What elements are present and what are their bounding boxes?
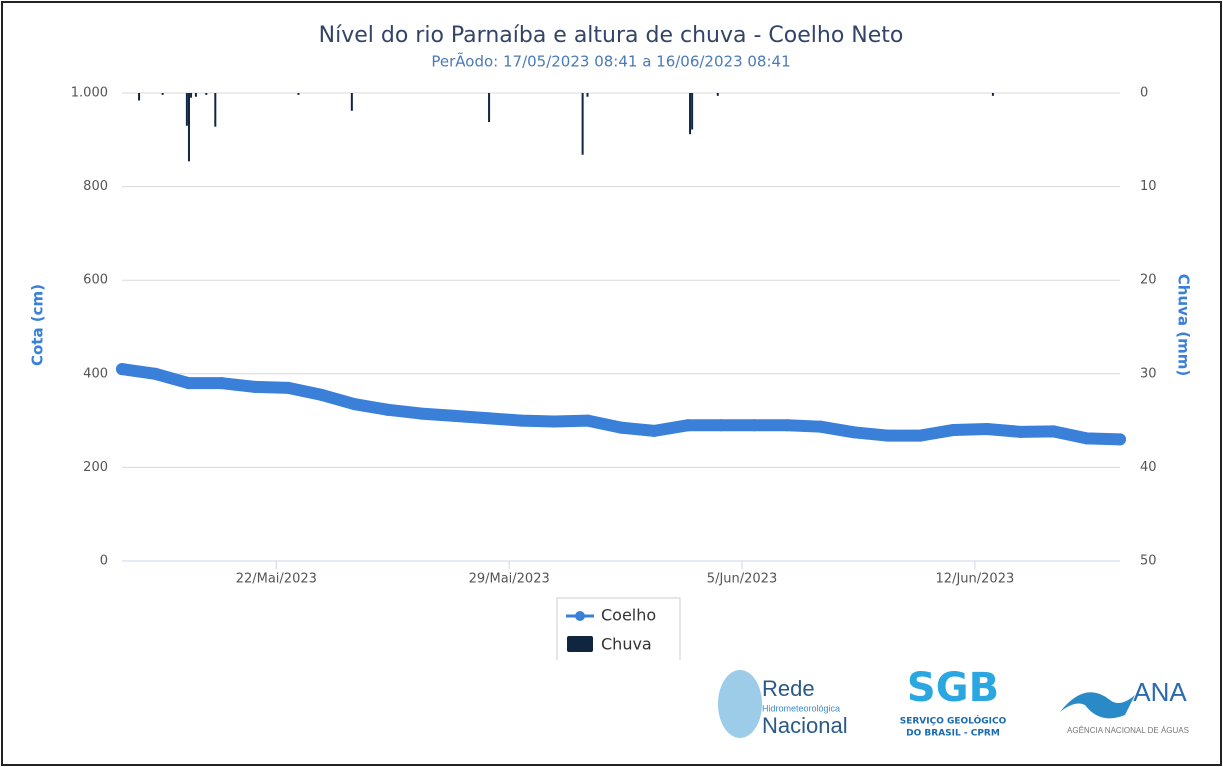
point: [847, 426, 860, 439]
y-tick-label: 600: [83, 273, 108, 288]
point: [481, 412, 494, 425]
logo-text: Hidrometeorológica: [762, 703, 840, 713]
y2-tick-label: 50: [1140, 554, 1157, 569]
point: [980, 423, 993, 436]
y2-tick-label: 30: [1140, 366, 1157, 381]
bar: [185, 93, 188, 126]
logo-text: DO BRASIL - CPRM: [906, 729, 1000, 739]
x-tick-label: 29/Mai/2023: [469, 572, 550, 587]
bar: [716, 93, 719, 96]
point: [615, 421, 627, 434]
y-tick-label: 0: [100, 554, 108, 569]
bar: [581, 93, 584, 155]
bar: [138, 93, 141, 101]
point: [182, 377, 195, 390]
logo-text: Rede: [762, 676, 815, 701]
bar: [691, 93, 694, 130]
logo-icon: [1060, 692, 1135, 719]
point: [315, 388, 328, 401]
point: [382, 403, 395, 416]
bar: [161, 93, 164, 95]
bar: [586, 93, 589, 97]
x-tick-label: 5/Jun/2023: [707, 572, 777, 587]
y2-axis-title: Chuva (mm): [1175, 274, 1193, 376]
point: [249, 380, 262, 393]
y-tick-label: 1.000: [71, 86, 108, 101]
legend: Coelho Chuva: [556, 597, 681, 660]
point: [149, 367, 162, 380]
y2-tick-label: 40: [1140, 460, 1157, 475]
point: [648, 424, 661, 437]
y2-tick-label: 20: [1140, 273, 1157, 288]
point: [714, 419, 727, 432]
logo-text: AGÊNCIA NACIONAL DE ÁGUAS: [1067, 726, 1189, 735]
point: [215, 377, 228, 390]
y-tick-label: 800: [83, 179, 108, 194]
logo-icon: [718, 670, 762, 738]
point: [947, 423, 960, 436]
bar: [991, 93, 994, 96]
bar: [214, 93, 217, 127]
legend-label[interactable]: Chuva: [601, 635, 652, 654]
y2-tick-label: 0: [1140, 86, 1148, 101]
point: [1080, 432, 1093, 445]
chart-title: Nível do rio Parnaíba e altura de chuva …: [319, 23, 904, 48]
logo-text: Nacional: [762, 713, 848, 738]
point: [548, 415, 561, 428]
bar: [488, 93, 491, 123]
point: [448, 409, 461, 422]
point: [1114, 433, 1126, 446]
bar: [194, 93, 197, 97]
x-tick-label: 22/Mai/2023: [236, 572, 317, 587]
point: [814, 420, 827, 433]
x-tick-label: 12/Jun/2023: [936, 572, 1015, 587]
point: [116, 363, 128, 376]
logo-text: SERVIÇO GEOLÓGICO: [900, 715, 1007, 727]
legend-marker: [575, 611, 585, 621]
y-tick-label: 400: [83, 366, 108, 381]
point: [1014, 425, 1027, 438]
bar: [297, 93, 300, 95]
chart-subtitle: PerÃodo: 17/05/2023 08:41 a 16/06/2023 0…: [431, 52, 790, 71]
point: [415, 407, 428, 420]
bar: [689, 93, 692, 135]
bar: [350, 93, 353, 111]
point: [781, 419, 794, 432]
bar: [205, 93, 208, 95]
logos: Rede Hidrometeorológica Nacional SGB SER…: [718, 665, 1189, 739]
point: [914, 429, 927, 442]
point: [282, 381, 295, 394]
y-axis-title: Cota (cm): [29, 284, 47, 366]
point: [581, 414, 594, 427]
logo-text: SGB: [907, 665, 999, 711]
legend-swatch: [567, 636, 593, 652]
bar: [190, 93, 193, 98]
point: [348, 398, 361, 411]
y-tick-label: 200: [83, 460, 108, 475]
point: [515, 414, 528, 427]
point: [881, 429, 894, 442]
logo-text: ANA: [1133, 677, 1187, 707]
point: [681, 419, 694, 432]
point: [748, 419, 761, 432]
legend-label[interactable]: Coelho: [601, 606, 656, 625]
point: [1047, 425, 1060, 438]
y2-tick-label: 10: [1140, 179, 1157, 194]
bar: [187, 93, 190, 162]
